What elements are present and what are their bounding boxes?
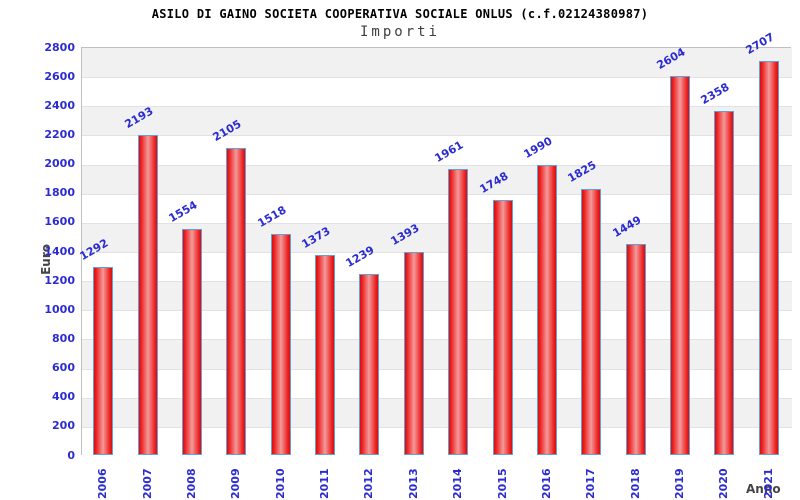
x-tick-label: 2008 — [184, 468, 198, 499]
y-tick-label: 200 — [52, 419, 75, 433]
gridline — [82, 193, 792, 195]
gridline — [82, 368, 792, 370]
gridline — [82, 339, 792, 341]
x-tick-label: 2015 — [495, 468, 509, 499]
x-tick-label: 2017 — [584, 468, 598, 499]
bar-2016 — [536, 165, 557, 455]
y-tick-label: 1400 — [44, 244, 75, 258]
y-tick-label: 1800 — [44, 186, 75, 200]
gridline — [82, 281, 792, 283]
bar-2009 — [226, 148, 247, 455]
x-tick-label: 2019 — [673, 468, 687, 499]
y-tick-label: 1000 — [44, 302, 75, 316]
x-tick-label: 2020 — [717, 468, 731, 499]
gridline — [82, 252, 792, 253]
y-tick-label: 2800 — [44, 40, 75, 54]
x-tick-label: 2013 — [406, 468, 420, 499]
bar-2012 — [359, 274, 380, 455]
y-tick-label: 400 — [52, 390, 75, 404]
x-tick-label: 2016 — [539, 468, 553, 499]
y-tick-label: 2600 — [44, 69, 75, 83]
y-tick-label: 0 — [67, 448, 75, 462]
gridline — [82, 135, 792, 137]
y-tick-label: 800 — [52, 331, 75, 345]
bar-2015 — [492, 200, 513, 455]
x-tick-label: 2007 — [140, 468, 154, 499]
bar-2007 — [137, 135, 158, 455]
x-tick-label: 2010 — [273, 468, 287, 499]
x-tick-label: 2011 — [318, 468, 332, 499]
plot-band — [82, 48, 792, 78]
gridline — [82, 397, 792, 399]
x-tick-label: 2021 — [761, 468, 775, 499]
x-tick-label: 2012 — [362, 468, 376, 499]
x-tick-label: 2014 — [451, 468, 465, 499]
bar-2008 — [181, 228, 202, 455]
x-tick-label: 2006 — [96, 468, 110, 499]
y-tick-label: 2200 — [44, 127, 75, 141]
x-tick-label: 2018 — [628, 468, 642, 499]
bar-2006 — [93, 266, 114, 455]
bar-2018 — [625, 243, 646, 455]
bar-2017 — [581, 189, 602, 455]
gridline — [82, 106, 792, 108]
gridline — [82, 310, 792, 312]
gridline — [82, 426, 792, 428]
y-tick-label: 2400 — [44, 98, 75, 112]
chart-subtitle: Importi — [359, 24, 440, 40]
gridline — [82, 164, 792, 166]
bar-2013 — [403, 252, 424, 455]
gridline — [82, 77, 792, 79]
gridline — [82, 222, 792, 224]
y-tick-label: 1600 — [44, 215, 75, 229]
x-axis-title: Anno — [746, 482, 781, 496]
chart-title: ASILO DI GAINO SOCIETA COOPERATIVA SOCIA… — [151, 7, 649, 21]
y-tick-label: 1200 — [44, 273, 75, 287]
x-tick-label: 2009 — [229, 468, 243, 499]
bar-2014 — [448, 169, 469, 455]
bar-2011 — [315, 254, 336, 455]
bar-2019 — [670, 75, 691, 455]
y-tick-label: 2000 — [44, 157, 75, 171]
bar-2010 — [270, 233, 291, 455]
bar-2021 — [758, 60, 779, 455]
bar-2020 — [714, 111, 735, 455]
y-tick-label: 600 — [52, 361, 75, 375]
